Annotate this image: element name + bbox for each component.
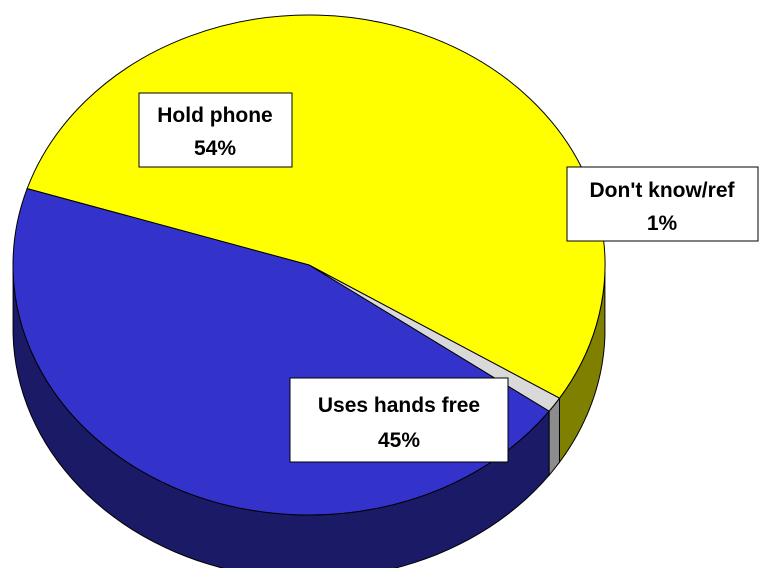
label-box-dont-know <box>566 166 759 242</box>
label-hold-phone: Hold phone 54% <box>138 92 293 168</box>
label-box-hold-phone <box>138 92 293 168</box>
label-text-uses-hands-free: Uses hands free <box>318 394 480 417</box>
label-text-dont-know: Don't know/ref <box>590 179 736 202</box>
label-dont-know: Don't know/ref 1% <box>566 166 759 242</box>
label-value-dont-know: 1% <box>647 212 678 235</box>
slice-labels: Hold phone 54% Don't know/ref 1% Uses ha… <box>138 92 759 463</box>
label-box-uses-hands-free <box>289 377 509 463</box>
label-value-hold-phone: 54% <box>194 137 236 160</box>
label-text-hold-phone: Hold phone <box>157 104 272 127</box>
label-uses-hands-free: Uses hands free 45% <box>289 377 509 463</box>
label-value-uses-hands-free: 45% <box>378 429 420 452</box>
